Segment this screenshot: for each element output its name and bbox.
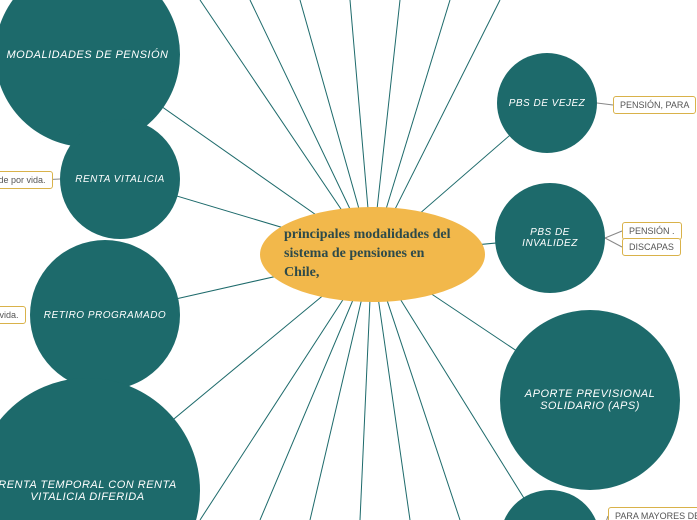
leaf-leaf_retiro[interactable]: de vida. [0, 306, 26, 324]
node-label: PBS DE INVALIDEZ [503, 227, 597, 249]
node-renta_temporal[interactable]: RENTA TEMPORAL CON RENTA VITALICIA DIFER… [0, 378, 200, 520]
leaf-label: ijo de por vida. [0, 175, 46, 185]
node-pbs_vejez[interactable]: PBS DE VEJEZ [497, 53, 597, 153]
node-label: RENTA TEMPORAL CON RENTA VITALICIA DIFER… [0, 479, 192, 503]
leaf-label: PARA MAYORES DE 6 [615, 511, 697, 520]
leaf-leaf_pbs_vejez[interactable]: PENSIÓN, PARA [613, 96, 696, 114]
leaf-leaf_vitalicia[interactable]: ijo de por vida. [0, 171, 53, 189]
leaf-label: PENSIÓN, PARA [620, 100, 689, 110]
leaf-label: PENSIÓN . [629, 226, 675, 236]
center-node[interactable]: principales modalidades del sistema de p… [260, 207, 485, 302]
node-label: MODALIDADES DE PENSIÓN [7, 49, 169, 61]
node-label: RETIRO PROGRAMADO [44, 310, 166, 321]
node-label: PBS DE VEJEZ [509, 98, 586, 109]
node-label: APORTE PREVISIONAL SOLIDARIO (APS) [508, 388, 672, 412]
node-modalidades[interactable]: MODALIDADES DE PENSIÓN [0, 0, 180, 147]
node-aps[interactable]: APORTE PREVISIONAL SOLIDARIO (APS) [500, 310, 680, 490]
node-label: RENTA VITALICIA [75, 174, 165, 185]
node-aps_vejez[interactable]: APS VEJEZ [500, 490, 600, 520]
node-pbs_invalidez[interactable]: PBS DE INVALIDEZ [495, 183, 605, 293]
leaf-leaf_pbs_inv2[interactable]: DISCAPAS [622, 238, 681, 256]
node-renta_vitalicia[interactable]: RENTA VITALICIA [60, 119, 180, 239]
leaf-leaf_aps_vejez[interactable]: PARA MAYORES DE 6 [608, 507, 697, 520]
node-retiro_programado[interactable]: RETIRO PROGRAMADO [30, 240, 180, 390]
mindmap-canvas: principales modalidades del sistema de p… [0, 0, 697, 520]
leaf-label: DISCAPAS [629, 242, 674, 252]
leaf-label: de vida. [0, 310, 19, 320]
center-label: principales modalidades del sistema de p… [284, 226, 461, 283]
